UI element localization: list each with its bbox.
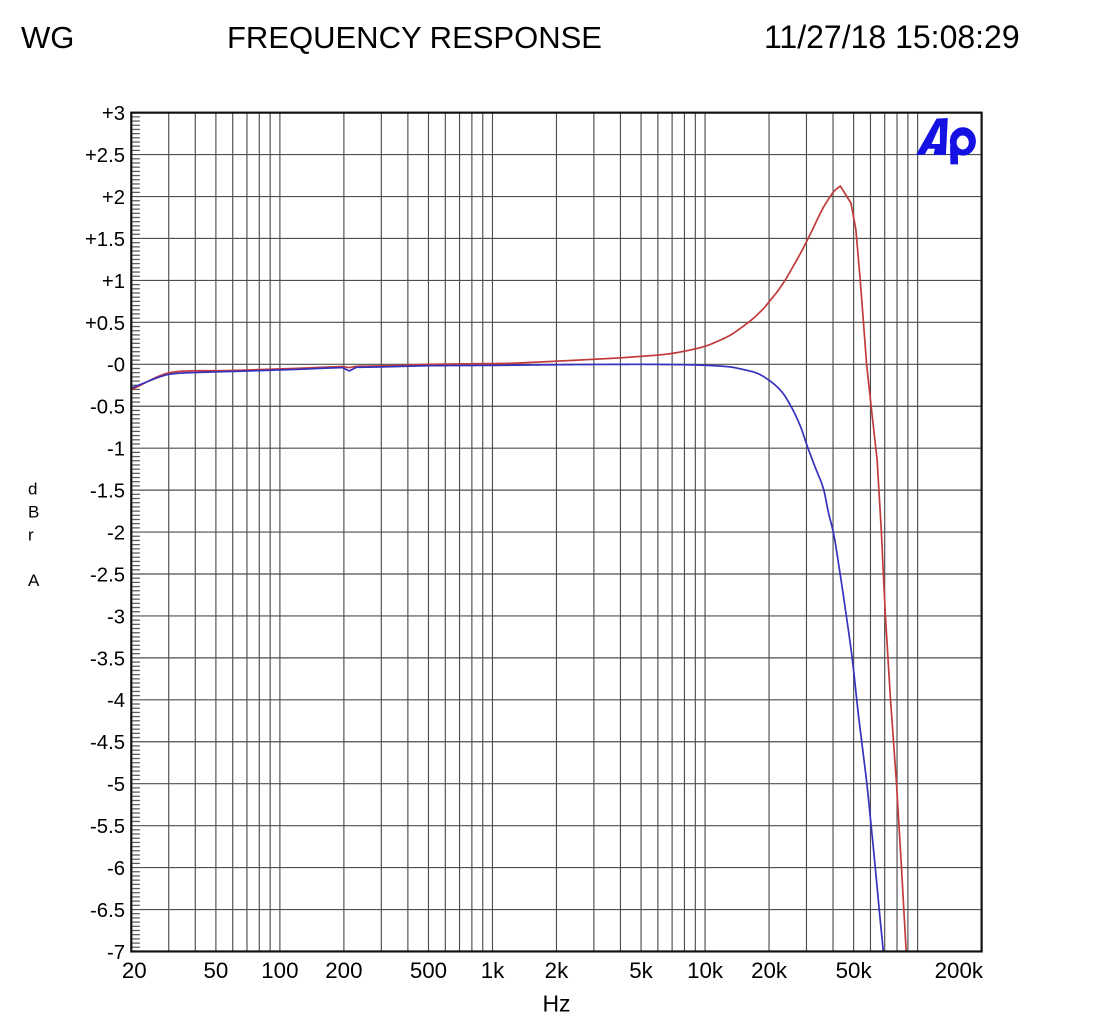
svg-text:-6: -6 xyxy=(107,858,125,880)
svg-text:200: 200 xyxy=(325,958,362,983)
svg-text:20: 20 xyxy=(122,958,147,983)
svg-text:-0.5: -0.5 xyxy=(90,397,125,419)
svg-text:r: r xyxy=(28,525,34,544)
svg-text:+2.5: +2.5 xyxy=(85,145,125,167)
svg-text:-2: -2 xyxy=(107,522,125,544)
svg-text:-5.5: -5.5 xyxy=(90,816,125,838)
svg-text:-0: -0 xyxy=(107,355,125,377)
svg-text:2k: 2k xyxy=(545,958,569,983)
svg-text:50: 50 xyxy=(203,958,228,983)
svg-text:5k: 5k xyxy=(629,958,653,983)
svg-text:-4: -4 xyxy=(107,690,125,712)
svg-text:-1.5: -1.5 xyxy=(90,481,125,503)
svg-text:-7: -7 xyxy=(107,942,125,964)
svg-text:10k: 10k xyxy=(687,958,724,983)
svg-text:-1: -1 xyxy=(107,439,125,461)
svg-text:WG: WG xyxy=(21,20,74,55)
svg-text:-6.5: -6.5 xyxy=(90,900,125,922)
svg-text:1k: 1k xyxy=(481,958,505,983)
svg-text:200k: 200k xyxy=(935,958,984,983)
svg-text:B: B xyxy=(28,502,39,521)
svg-text:+0.5: +0.5 xyxy=(85,313,125,335)
svg-text:Hz: Hz xyxy=(542,991,570,1017)
svg-text:-5: -5 xyxy=(107,774,125,796)
svg-text:500: 500 xyxy=(410,958,447,983)
svg-text:11/27/18 15:08:29: 11/27/18 15:08:29 xyxy=(764,19,1020,55)
svg-text:-3.5: -3.5 xyxy=(90,648,125,670)
svg-text:-2.5: -2.5 xyxy=(90,564,125,586)
svg-text:A: A xyxy=(28,571,40,590)
svg-text:d: d xyxy=(28,480,37,499)
svg-text:+1.5: +1.5 xyxy=(85,229,125,251)
svg-text:+3: +3 xyxy=(102,103,125,125)
svg-text:+1: +1 xyxy=(102,271,125,293)
svg-text:-4.5: -4.5 xyxy=(90,732,125,754)
svg-text:20k: 20k xyxy=(751,958,788,983)
svg-text:50k: 50k xyxy=(836,958,873,983)
svg-text:100: 100 xyxy=(261,958,298,983)
svg-text:+2: +2 xyxy=(102,187,125,209)
svg-text:FREQUENCY RESPONSE: FREQUENCY RESPONSE xyxy=(227,20,602,55)
svg-text:-3: -3 xyxy=(107,606,125,628)
